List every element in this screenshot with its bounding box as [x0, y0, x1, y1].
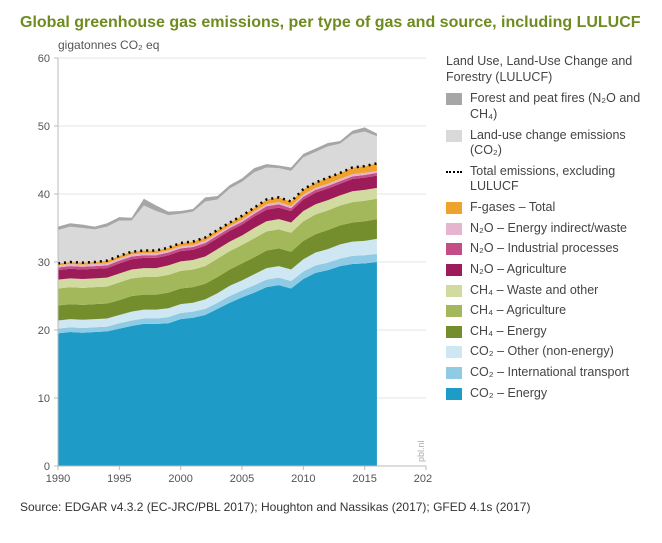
- legend-heading: Land Use, Land-Use Change and Forestry (…: [446, 54, 650, 85]
- legend-swatch: [446, 305, 462, 317]
- legend-item: CO₂ – Energy: [446, 386, 650, 402]
- legend-swatch: [446, 93, 462, 105]
- legend-label: F-gases – Total: [470, 200, 555, 216]
- svg-text:2020: 2020: [414, 473, 432, 485]
- svg-text:0: 0: [44, 461, 50, 473]
- chart-plot: 0 10 20 30 40 50 60 1990 1995 2000 2005 2010 2015 202…: [20, 54, 432, 490]
- legend-swatch: [446, 326, 462, 338]
- svg-text:10: 10: [38, 393, 50, 405]
- svg-text:pbl.nl: pbl.nl: [416, 440, 426, 462]
- legend-swatch: [446, 285, 462, 297]
- legend: Land Use, Land-Use Change and Forestry (…: [446, 54, 650, 406]
- legend-item: CO₂ – International transport: [446, 365, 650, 381]
- legend-swatch: [446, 243, 462, 255]
- legend-label: Forest and peat fires (N₂O and CH₄): [470, 91, 650, 122]
- legend-label: CH₄ – Agriculture: [470, 303, 566, 319]
- legend-label: N₂O – Energy indirect/waste: [470, 221, 627, 237]
- svg-text:2005: 2005: [230, 473, 254, 485]
- legend-item: N₂O – Agriculture: [446, 262, 650, 278]
- legend-label: Land-use change emissions (CO₂): [470, 128, 650, 159]
- svg-text:60: 60: [38, 54, 50, 65]
- svg-text:40: 40: [38, 189, 50, 201]
- svg-text:2010: 2010: [291, 473, 315, 485]
- legend-item: F-gases – Total: [446, 200, 650, 216]
- legend-label: CO₂ – International transport: [470, 365, 629, 381]
- legend-swatch: [446, 130, 462, 142]
- legend-item: Land-use change emissions (CO₂): [446, 128, 650, 159]
- legend-label: CH₄ – Waste and other: [470, 283, 598, 299]
- legend-line-swatch: [446, 166, 462, 178]
- legend-item: CH₄ – Agriculture: [446, 303, 650, 319]
- legend-swatch: [446, 367, 462, 379]
- legend-swatch: [446, 202, 462, 214]
- source-line: Source: EDGAR v4.3.2 (EC-JRC/PBL 2017); …: [20, 500, 650, 514]
- legend-item: Forest and peat fires (N₂O and CH₄): [446, 91, 650, 122]
- legend-item: CH₄ – Energy: [446, 324, 650, 340]
- legend-label: CO₂ – Energy: [470, 386, 547, 402]
- svg-text:1995: 1995: [107, 473, 131, 485]
- legend-swatch: [446, 264, 462, 276]
- legend-item: CH₄ – Waste and other: [446, 283, 650, 299]
- legend-item: Total emissions, excluding LULUCF: [446, 164, 650, 195]
- svg-text:20: 20: [38, 325, 50, 337]
- legend-label: Total emissions, excluding LULUCF: [470, 164, 650, 195]
- legend-label: N₂O – Agriculture: [470, 262, 567, 278]
- legend-item: N₂O – Energy indirect/waste: [446, 221, 650, 237]
- y-axis-label: gigatonnes CO₂ eq: [58, 38, 650, 52]
- legend-swatch: [446, 223, 462, 235]
- svg-text:1990: 1990: [46, 473, 70, 485]
- chart-title: Global greenhouse gas emissions, per typ…: [20, 14, 650, 32]
- legend-label: N₂O – Industrial processes: [470, 241, 619, 257]
- svg-text:2000: 2000: [168, 473, 192, 485]
- legend-swatch: [446, 346, 462, 358]
- legend-item: CO₂ – Other (non-energy): [446, 344, 650, 360]
- legend-item: N₂O – Industrial processes: [446, 241, 650, 257]
- svg-text:50: 50: [38, 121, 50, 133]
- legend-label: CO₂ – Other (non-energy): [470, 344, 614, 360]
- svg-text:2015: 2015: [352, 473, 376, 485]
- legend-swatch: [446, 388, 462, 400]
- svg-text:30: 30: [38, 257, 50, 269]
- legend-label: CH₄ – Energy: [470, 324, 547, 340]
